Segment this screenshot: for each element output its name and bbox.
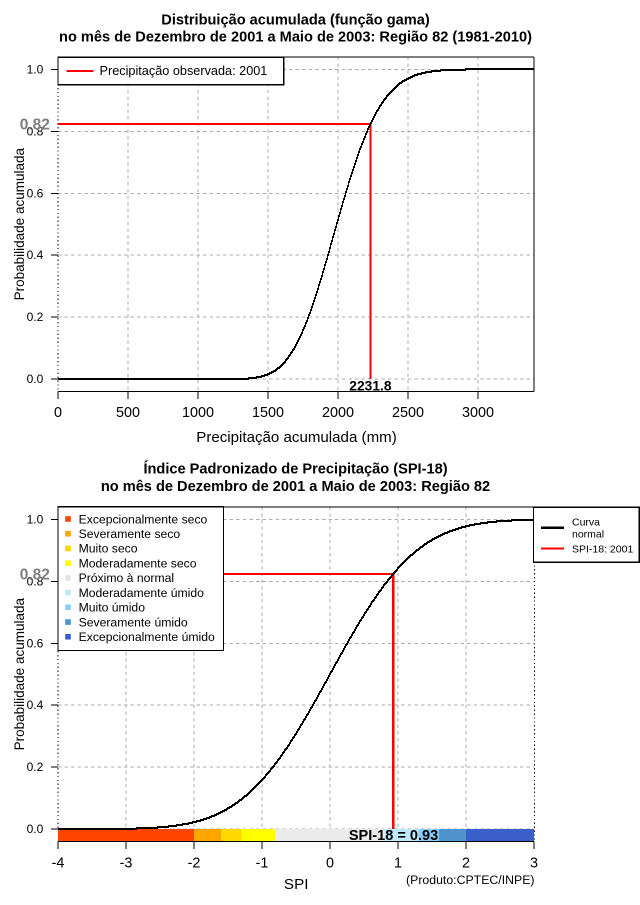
- svg-text:Próximo à normal: Próximo à normal: [79, 571, 175, 585]
- svg-text:2: 2: [462, 855, 470, 872]
- svg-text:normal: normal: [572, 528, 604, 540]
- svg-text:Probabilidade acumulada: Probabilidade acumulada: [12, 148, 27, 301]
- svg-text:Índice Padronizado de Precipit: Índice Padronizado de Precipitação (SPI-…: [143, 460, 447, 477]
- svg-text:3: 3: [530, 855, 538, 872]
- svg-text:0.8: 0.8: [27, 124, 44, 138]
- svg-text:-2: -2: [188, 855, 201, 872]
- svg-text:0.6: 0.6: [27, 186, 44, 200]
- svg-text:Excepcionalmente seco: Excepcionalmente seco: [79, 512, 208, 526]
- svg-text:Precipitação acumulada (mm): Precipitação acumulada (mm): [196, 429, 397, 446]
- svg-text:Muito seco: Muito seco: [79, 542, 138, 556]
- svg-text:-3: -3: [120, 855, 133, 872]
- svg-text:0.0: 0.0: [27, 372, 44, 386]
- svg-text:0.2: 0.2: [27, 760, 44, 774]
- svg-text:Probabilidade acumulada: Probabilidade acumulada: [12, 598, 27, 751]
- svg-text:Severamente úmido: Severamente úmido: [79, 615, 188, 629]
- svg-text:SPI: SPI: [284, 876, 309, 893]
- svg-text:SPI-18: 2001: SPI-18: 2001: [572, 544, 633, 556]
- svg-text:0.8: 0.8: [27, 574, 44, 588]
- svg-text:no mês de Dezembro de 2001 a M: no mês de Dezembro de 2001 a Maio de 200…: [59, 29, 532, 45]
- svg-text:2231.8: 2231.8: [349, 379, 392, 394]
- svg-text:0.4: 0.4: [27, 248, 44, 262]
- svg-text:0: 0: [326, 855, 334, 872]
- svg-text:0.2: 0.2: [27, 310, 44, 324]
- svg-text:1000: 1000: [182, 404, 214, 421]
- svg-text:Distribuição acumulada (função: Distribuição acumulada (função gama): [161, 13, 430, 29]
- svg-text:SPI-18 = 0.93: SPI-18 = 0.93: [349, 828, 438, 844]
- svg-text:Curva: Curva: [572, 516, 600, 528]
- svg-text:1: 1: [394, 855, 402, 872]
- svg-text:3000: 3000: [462, 404, 494, 421]
- svg-text:0.82: 0.82: [20, 567, 50, 584]
- svg-text:1500: 1500: [252, 404, 284, 421]
- svg-text:-4: -4: [52, 855, 65, 872]
- svg-text:(Produto:CPTEC/INPE): (Produto:CPTEC/INPE): [406, 873, 534, 887]
- svg-text:Muito úmido: Muito úmido: [79, 601, 146, 615]
- svg-text:2000: 2000: [322, 404, 354, 421]
- svg-text:Severamente seco: Severamente seco: [79, 527, 181, 541]
- svg-text:1.0: 1.0: [27, 62, 44, 76]
- svg-text:Moderadamente seco: Moderadamente seco: [79, 556, 197, 570]
- svg-text:0.4: 0.4: [27, 698, 44, 712]
- svg-text:-1: -1: [256, 855, 269, 872]
- svg-text:Excepcionalmente úmido: Excepcionalmente úmido: [79, 630, 215, 644]
- svg-text:2500: 2500: [392, 404, 424, 421]
- svg-text:1.0: 1.0: [27, 512, 44, 526]
- svg-text:0.0: 0.0: [27, 822, 44, 836]
- svg-text:500: 500: [116, 404, 140, 421]
- svg-text:0.6: 0.6: [27, 636, 44, 650]
- svg-text:Moderadamente úmido: Moderadamente úmido: [79, 586, 205, 600]
- svg-text:0: 0: [54, 404, 62, 421]
- svg-text:Precipitação observada: 2001: Precipitação observada: 2001: [100, 64, 268, 78]
- svg-text:0.82: 0.82: [20, 117, 50, 134]
- svg-text:no mês de Dezembro de 2001 a M: no mês de Dezembro de 2001 a Maio de 200…: [101, 479, 490, 495]
